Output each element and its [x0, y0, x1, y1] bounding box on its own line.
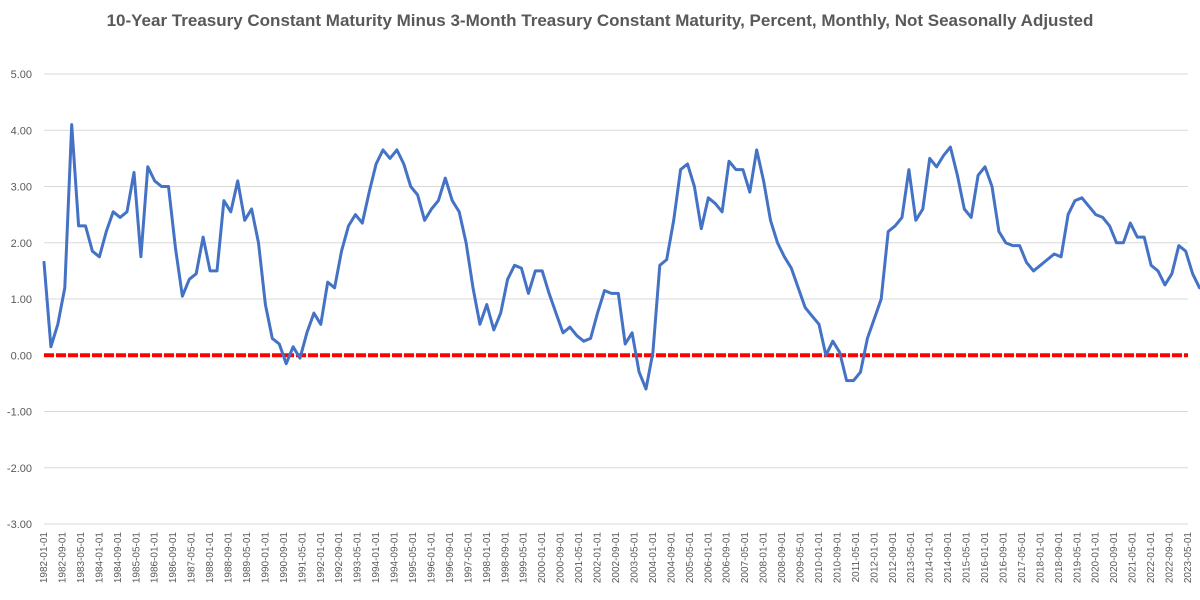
- x-tick-label: 2014-01-01: [925, 532, 936, 584]
- y-tick-label: 0.00: [11, 350, 32, 362]
- x-tick-label: 2022-09-01: [1165, 532, 1176, 584]
- x-tick-label: 2011-05-01: [851, 532, 862, 583]
- x-tick-label: 2012-01-01: [869, 532, 880, 584]
- x-tick-label: 1987-05-01: [187, 532, 198, 584]
- y-tick-label: 5.00: [11, 69, 32, 81]
- x-tick-label: 1990-01-01: [260, 532, 271, 584]
- x-tick-label: 1986-01-01: [150, 532, 161, 584]
- gridlines: [44, 73, 1188, 525]
- x-tick-label: 2014-09-01: [943, 532, 954, 584]
- x-tick-label: 1985-05-01: [131, 532, 142, 584]
- x-tick-label: 1996-01-01: [426, 532, 437, 584]
- x-tick-label: 2007-05-01: [740, 532, 751, 584]
- x-tick-label: 2012-09-01: [888, 532, 899, 584]
- x-axis: 1982-01-01 1982-09-01 1983-05-01 1984-01-01…: [39, 532, 1194, 584]
- x-tick-label: 2016-01-01: [980, 532, 991, 584]
- x-tick-label: 2005-05-01: [685, 532, 696, 584]
- y-tick-label: -3.00: [7, 519, 32, 531]
- x-tick-label: 1984-01-01: [94, 532, 105, 584]
- x-tick-label: 2006-01-01: [703, 532, 714, 584]
- x-tick-label: 2002-09-01: [611, 532, 622, 584]
- x-tick-label: 1982-01-01: [39, 532, 50, 584]
- x-tick-label: 2004-01-01: [648, 532, 659, 584]
- x-tick-label: 1998-01-01: [482, 532, 493, 584]
- x-tick-label: 1995-05-01: [408, 532, 419, 584]
- x-tick-label: 2020-09-01: [1109, 532, 1120, 584]
- x-tick-label: 1982-09-01: [57, 532, 68, 584]
- x-tick-label: 1992-01-01: [316, 532, 327, 584]
- x-tick-label: 2020-01-01: [1091, 532, 1102, 584]
- x-tick-label: 2018-01-01: [1035, 532, 1046, 584]
- x-tick-label: 1993-05-01: [353, 532, 364, 584]
- x-tick-label: 1994-09-01: [390, 532, 401, 584]
- x-tick-label: 1997-05-01: [463, 532, 474, 584]
- x-tick-label: 2008-01-01: [759, 532, 770, 584]
- x-tick-label: 2004-09-01: [666, 532, 677, 584]
- x-tick-label: 1996-09-01: [445, 532, 456, 584]
- x-tick-label: 1992-09-01: [334, 532, 345, 584]
- x-tick-label: 2001-05-01: [574, 532, 585, 584]
- x-tick-label: 2019-05-01: [1072, 532, 1083, 584]
- x-tick-label: 1988-01-01: [205, 532, 216, 584]
- x-tick-label: 2016-09-01: [998, 532, 1009, 584]
- series-line: [42, 123, 1200, 391]
- x-tick-label: 2010-01-01: [814, 532, 825, 584]
- x-tick-label: 2013-05-01: [906, 532, 917, 584]
- x-tick-label: 1986-09-01: [168, 532, 179, 584]
- x-tick-label: 1983-05-01: [76, 532, 87, 584]
- x-tick-label: 2009-05-01: [796, 532, 807, 584]
- y-axis: 5.00 4.00 3.00 2.00 1.00 0.00 -1.00 -2.00 -3.00: [7, 69, 32, 531]
- y-tick-label: 4.00: [11, 125, 32, 137]
- x-tick-label: 1994-01-01: [371, 532, 382, 584]
- x-tick-label: 1990-09-01: [279, 532, 290, 584]
- series-group: [42, 123, 1200, 391]
- x-tick-label: 2006-09-01: [722, 532, 733, 584]
- x-tick-label: 1991-05-01: [297, 532, 308, 584]
- x-tick-label: 2015-05-01: [962, 532, 973, 584]
- y-tick-label: -1.00: [7, 407, 32, 419]
- x-tick-label: 2008-09-01: [777, 532, 788, 584]
- y-tick-label: 1.00: [11, 294, 32, 306]
- x-tick-label: 2022-01-01: [1146, 532, 1157, 584]
- x-tick-label: 2000-09-01: [556, 532, 567, 584]
- x-tick-label: 2018-09-01: [1054, 532, 1065, 584]
- x-tick-label: 2002-01-01: [593, 532, 604, 584]
- x-tick-label: 2021-05-01: [1128, 532, 1139, 584]
- x-tick-label: 2010-09-01: [832, 532, 843, 584]
- x-tick-label: 1984-09-01: [113, 532, 124, 584]
- y-tick-label: 3.00: [11, 182, 32, 194]
- x-tick-label: 1988-09-01: [224, 532, 235, 584]
- x-tick-label: 2003-05-01: [629, 532, 640, 584]
- x-tick-label: 2023-05-01: [1183, 532, 1194, 584]
- y-tick-label: 2.00: [11, 238, 32, 250]
- x-tick-label: 1998-09-01: [500, 532, 511, 584]
- x-tick-label: 1999-05-01: [519, 532, 530, 584]
- x-tick-label: 2000-01-01: [537, 532, 548, 584]
- x-tick-label: 2017-05-01: [1017, 532, 1028, 584]
- y-tick-label: -2.00: [7, 463, 32, 475]
- chart-title: 10-Year Treasury Constant Maturity Minus…: [106, 11, 1094, 30]
- x-tick-label: 1989-05-01: [242, 532, 253, 584]
